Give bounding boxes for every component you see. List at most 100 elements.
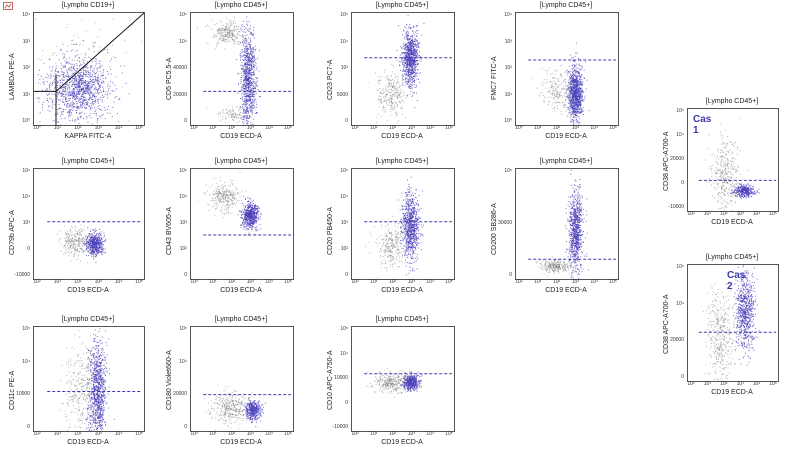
data-point bbox=[416, 75, 418, 77]
data-point bbox=[381, 76, 383, 78]
data-point bbox=[406, 72, 408, 74]
data-point bbox=[410, 44, 411, 46]
data-point bbox=[391, 85, 393, 87]
data-point bbox=[553, 94, 555, 96]
x-tick-label: 10⁵ bbox=[609, 125, 617, 131]
data-point bbox=[404, 48, 406, 50]
data-point bbox=[87, 70, 89, 72]
data-point bbox=[91, 97, 93, 99]
data-point bbox=[570, 90, 572, 91]
data-point bbox=[71, 86, 73, 87]
data-point bbox=[391, 86, 393, 88]
purple-population bbox=[236, 16, 261, 125]
data-point bbox=[399, 85, 401, 87]
data-point bbox=[576, 85, 578, 87]
data-point bbox=[248, 64, 250, 66]
data-point bbox=[107, 85, 109, 87]
data-point bbox=[579, 87, 581, 89]
data-point bbox=[97, 99, 99, 101]
data-point bbox=[240, 76, 242, 78]
data-point bbox=[726, 182, 728, 184]
data-point bbox=[221, 36, 223, 38]
data-point bbox=[575, 85, 577, 87]
data-point bbox=[588, 109, 590, 111]
data-point bbox=[72, 94, 74, 96]
data-point bbox=[83, 90, 85, 92]
data-point bbox=[585, 61, 586, 63]
data-point bbox=[93, 76, 95, 78]
data-point bbox=[90, 91, 92, 93]
data-point bbox=[254, 83, 256, 84]
data-point bbox=[61, 78, 63, 80]
data-point bbox=[577, 91, 579, 93]
data-point bbox=[580, 69, 582, 70]
data-point bbox=[244, 45, 246, 47]
data-point bbox=[386, 99, 388, 101]
data-point bbox=[69, 103, 71, 105]
data-point bbox=[75, 70, 77, 72]
data-point bbox=[95, 78, 97, 80]
data-point bbox=[249, 93, 251, 95]
data-point bbox=[232, 40, 234, 42]
data-point bbox=[245, 117, 247, 119]
data-point bbox=[704, 159, 706, 161]
data-point bbox=[574, 93, 576, 95]
data-point bbox=[570, 90, 572, 92]
data-point bbox=[221, 39, 223, 41]
data-point bbox=[572, 59, 574, 61]
data-point bbox=[67, 86, 69, 88]
data-point bbox=[245, 56, 247, 58]
data-point bbox=[578, 73, 580, 75]
data-point bbox=[566, 73, 568, 74]
data-point bbox=[574, 60, 576, 62]
data-point bbox=[560, 74, 562, 75]
data-point bbox=[249, 38, 251, 40]
data-point bbox=[120, 65, 122, 67]
data-point bbox=[251, 84, 252, 86]
y-tick-label: 10⁰ bbox=[22, 118, 30, 124]
data-point bbox=[67, 111, 69, 113]
data-point bbox=[416, 40, 418, 42]
data-point bbox=[254, 83, 256, 85]
data-point bbox=[94, 42, 96, 43]
data-point bbox=[255, 78, 257, 80]
data-point bbox=[246, 56, 248, 58]
data-point bbox=[231, 38, 233, 40]
data-point bbox=[407, 65, 409, 67]
data-point bbox=[563, 79, 565, 81]
data-point bbox=[236, 36, 237, 38]
data-point bbox=[94, 65, 96, 67]
data-point bbox=[731, 168, 733, 170]
data-point bbox=[394, 94, 396, 96]
data-point bbox=[253, 61, 255, 63]
data-point bbox=[255, 85, 257, 87]
data-point bbox=[550, 86, 552, 88]
data-point bbox=[88, 81, 90, 83]
data-point bbox=[62, 53, 64, 55]
data-point bbox=[577, 74, 579, 76]
data-point bbox=[246, 100, 248, 101]
data-point bbox=[581, 81, 583, 83]
data-point bbox=[91, 80, 93, 81]
data-point bbox=[247, 81, 249, 83]
data-point bbox=[62, 79, 64, 81]
data-point bbox=[388, 78, 390, 80]
data-point bbox=[563, 106, 565, 108]
data-point bbox=[411, 50, 412, 52]
data-point bbox=[253, 54, 255, 56]
data-point bbox=[82, 58, 83, 60]
data-point bbox=[84, 80, 86, 82]
data-point bbox=[243, 122, 245, 124]
data-point bbox=[414, 40, 416, 42]
data-point bbox=[240, 117, 242, 119]
data-point bbox=[234, 30, 236, 32]
data-point bbox=[225, 32, 227, 34]
data-point bbox=[403, 36, 405, 38]
data-point bbox=[543, 101, 545, 103]
data-point bbox=[109, 85, 111, 87]
data-point bbox=[76, 88, 78, 90]
data-point bbox=[95, 80, 97, 82]
data-point bbox=[570, 74, 572, 76]
data-point bbox=[42, 81, 44, 83]
data-point bbox=[77, 96, 79, 98]
